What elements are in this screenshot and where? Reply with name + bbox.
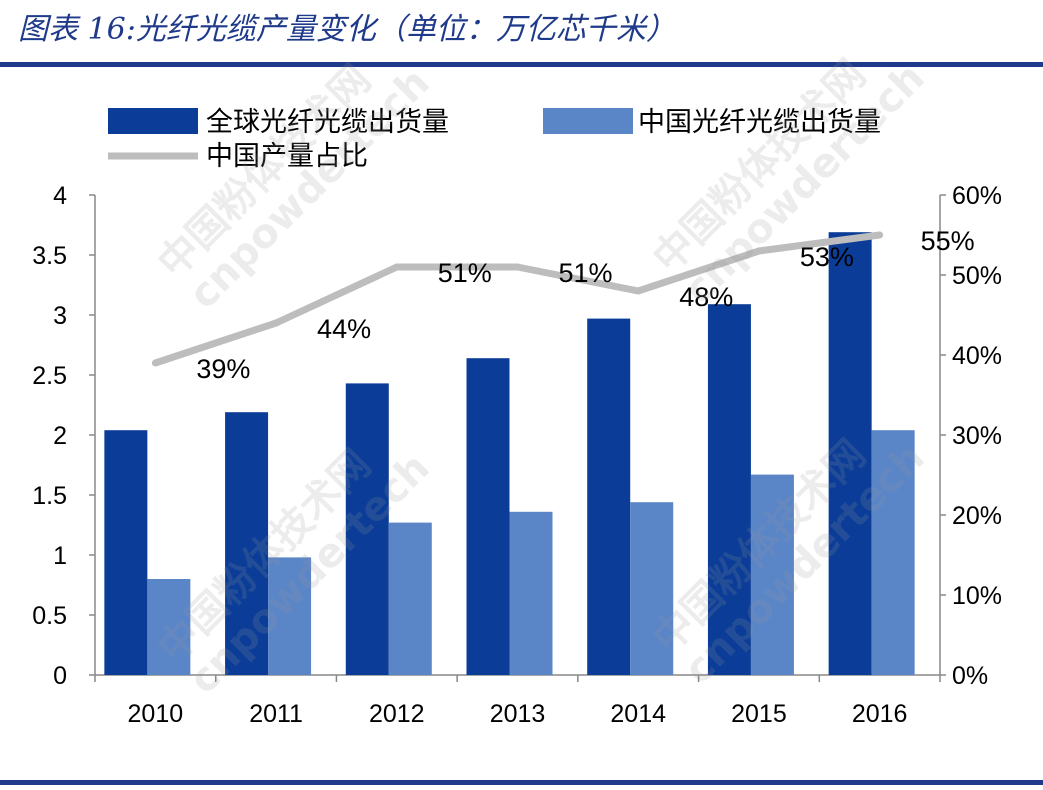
legend-label-global: 全球光纤光缆出货量	[206, 107, 449, 137]
global-shipment-bar	[587, 318, 631, 675]
china-shipment-bar	[630, 502, 674, 675]
right-tick-label: 30%	[952, 422, 1002, 450]
left-tick-label: 1	[53, 542, 67, 570]
global-shipment-bar	[828, 232, 872, 675]
top-rule	[0, 62, 1043, 67]
legend-swatch-china	[543, 108, 633, 134]
legend-label-share: 中国产量占比	[206, 141, 368, 171]
left-tick-label: 0.5	[32, 602, 67, 630]
share-point	[514, 263, 521, 271]
share-data-label: 51%	[438, 258, 492, 288]
share-point	[755, 247, 763, 255]
china-shipment-bar	[268, 557, 312, 675]
share-data-label: 48%	[679, 282, 733, 312]
x-tick-label: 2016	[852, 700, 908, 728]
share-data-label: 53%	[800, 242, 854, 272]
share-data-label: 55%	[921, 226, 975, 256]
left-tick-label: 1.5	[32, 482, 67, 510]
x-tick-label: 2013	[490, 700, 546, 728]
share-point	[634, 287, 642, 295]
right-tick-label: 10%	[952, 582, 1002, 610]
global-shipment-bar	[104, 430, 148, 675]
share-point	[272, 319, 280, 327]
legend-label-china: 中国光纤光缆出货量	[638, 107, 881, 137]
share-data-label: 51%	[558, 258, 612, 288]
right-tick-label: 60%	[952, 182, 1002, 210]
x-tick-label: 2014	[610, 700, 666, 728]
left-tick-label: 4	[53, 182, 67, 210]
global-shipment-bar	[707, 304, 751, 675]
bottom-rule	[0, 780, 1043, 785]
china-shipment-bar	[750, 474, 794, 675]
share-data-label: 39%	[196, 354, 250, 384]
left-tick-label: 0	[53, 662, 67, 690]
china-shipment-bar	[147, 579, 191, 675]
china-shipment-bar	[388, 522, 432, 675]
legend-swatch-global	[108, 108, 198, 134]
left-tick-label: 3	[53, 302, 67, 330]
left-tick-label: 2	[53, 422, 67, 450]
china-shipment-bar	[509, 511, 553, 675]
global-shipment-bar	[345, 383, 389, 675]
right-tick-label: 0%	[952, 662, 988, 690]
x-tick-label: 2015	[731, 700, 787, 728]
share-point	[151, 359, 159, 367]
share-data-label: 44%	[317, 314, 371, 344]
left-tick-label: 2.5	[32, 362, 67, 390]
share-point	[393, 263, 401, 271]
x-tick-label: 2011	[249, 700, 303, 728]
chart-title: 图表 16:光纤光缆产量变化（单位：万亿芯千米）	[18, 12, 676, 47]
share-line	[154, 231, 881, 367]
global-shipment-bar	[225, 412, 269, 675]
left-tick-label: 3.5	[32, 242, 67, 270]
right-tick-label: 20%	[952, 502, 1002, 530]
share-point	[876, 231, 884, 239]
right-tick-label: 50%	[952, 262, 1002, 290]
china-shipment-bar	[871, 430, 915, 675]
x-tick-label: 2012	[369, 700, 425, 728]
global-shipment-bar	[466, 358, 510, 675]
right-tick-label: 40%	[952, 342, 1002, 370]
x-tick-label: 2010	[128, 700, 184, 728]
